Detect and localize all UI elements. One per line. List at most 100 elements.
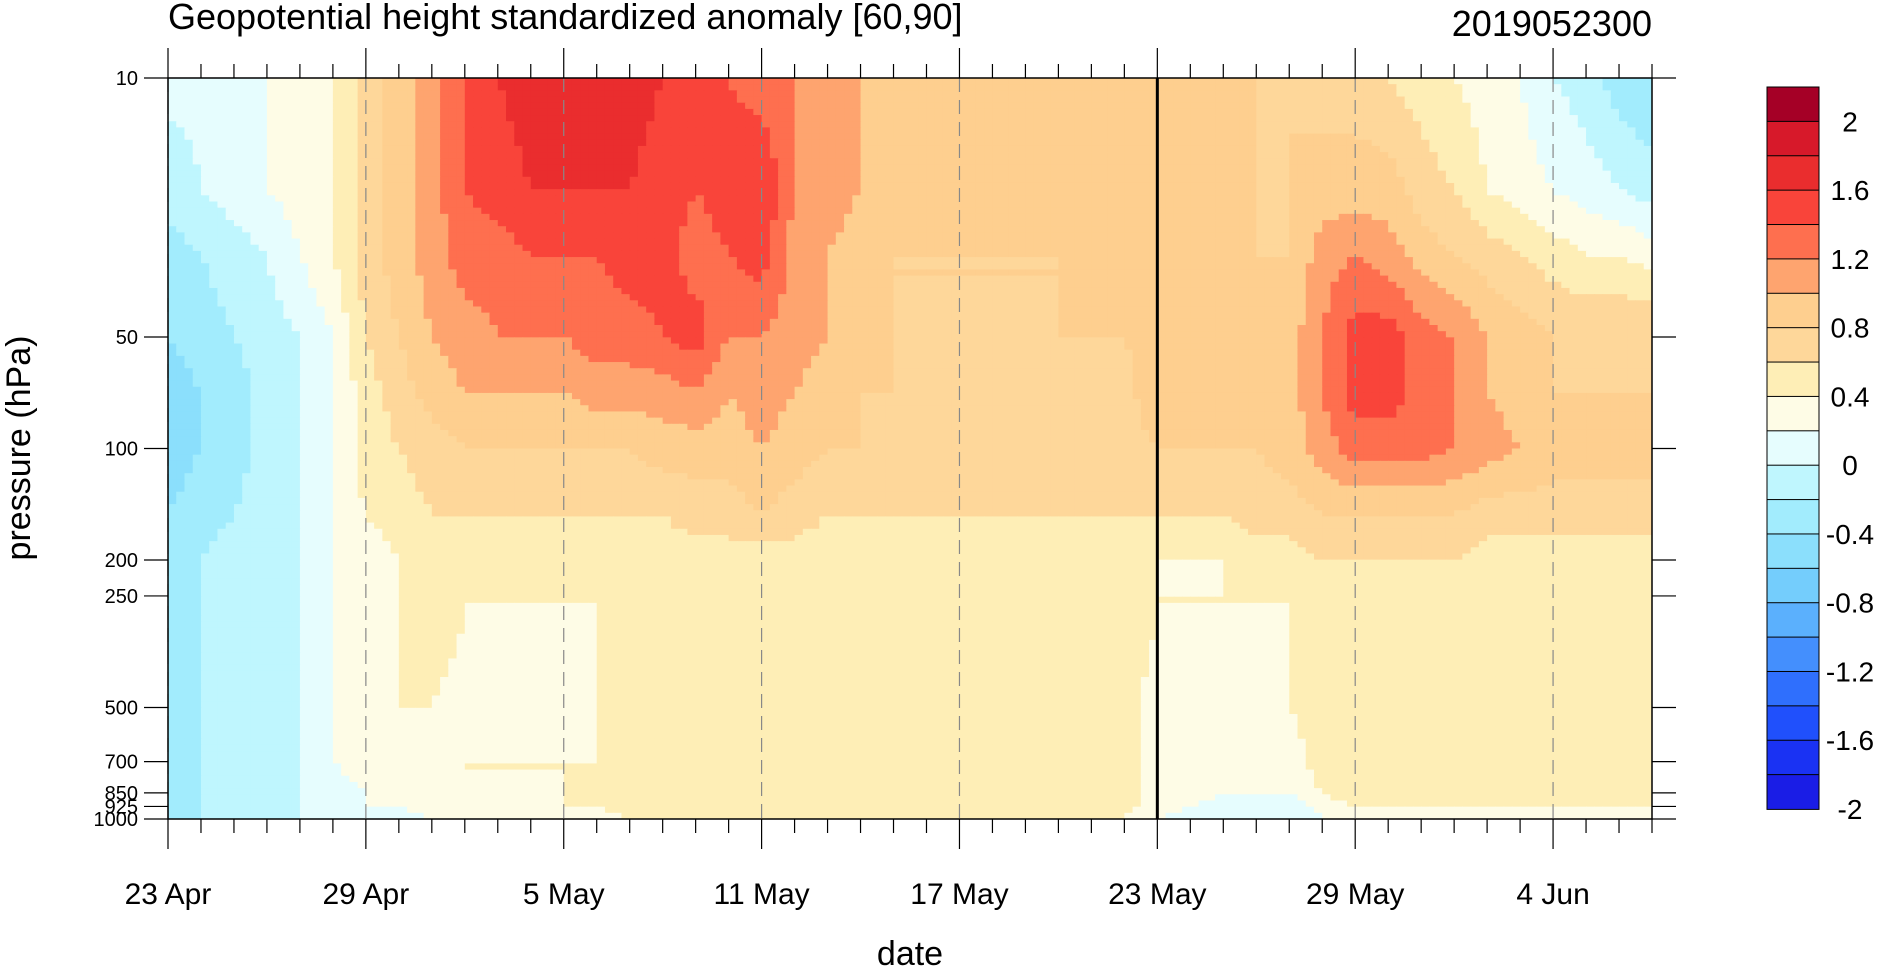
contour-cell bbox=[901, 90, 911, 98]
contour-cell bbox=[860, 121, 870, 128]
contour-cell bbox=[604, 213, 614, 221]
contour-cell bbox=[786, 78, 796, 85]
contour-cell bbox=[200, 207, 210, 215]
contour-cell bbox=[258, 170, 268, 178]
contour-cell bbox=[497, 90, 507, 98]
contour-cell bbox=[926, 207, 936, 215]
contour-cell bbox=[1017, 96, 1027, 104]
contour-cell bbox=[621, 90, 631, 98]
contour-cell bbox=[728, 226, 738, 233]
contour-cell bbox=[588, 145, 598, 153]
contour-cell bbox=[497, 189, 507, 196]
contour-cell bbox=[1330, 108, 1340, 116]
contour-cell bbox=[250, 238, 260, 246]
contour-cell bbox=[580, 207, 590, 215]
contour-cell bbox=[1553, 232, 1562, 240]
contour-cell bbox=[1305, 201, 1315, 209]
contour-cell bbox=[1577, 133, 1587, 141]
contour-cell bbox=[431, 207, 441, 215]
contour-cell bbox=[1206, 213, 1216, 221]
contour-cell bbox=[1017, 115, 1027, 122]
contour-cell bbox=[802, 158, 812, 166]
contour-cell bbox=[596, 145, 606, 153]
contour-cell bbox=[1528, 152, 1538, 159]
contour-cell bbox=[1058, 176, 1068, 184]
contour-cell bbox=[679, 170, 688, 178]
contour-cell bbox=[1058, 201, 1068, 209]
contour-cell bbox=[341, 158, 350, 166]
contour-cell bbox=[1462, 182, 1472, 190]
contour-cell bbox=[1305, 238, 1315, 246]
contour-cell bbox=[736, 127, 746, 135]
contour-cell bbox=[1124, 158, 1134, 166]
contour-cell bbox=[753, 164, 763, 172]
contour-cell bbox=[1215, 127, 1224, 135]
contour-cell bbox=[1363, 220, 1373, 227]
contour-cell bbox=[415, 213, 425, 221]
contour-cell bbox=[308, 139, 317, 147]
contour-cell bbox=[1058, 170, 1068, 178]
contour-cell bbox=[473, 213, 482, 221]
contour-cell bbox=[827, 238, 837, 246]
contour-cell bbox=[489, 176, 499, 184]
contour-cell bbox=[168, 121, 177, 128]
contour-cell bbox=[1033, 182, 1043, 190]
contour-cell bbox=[555, 220, 565, 227]
contour-cell bbox=[1470, 226, 1480, 233]
contour-cell bbox=[1157, 170, 1167, 178]
contour-cell bbox=[1454, 145, 1463, 153]
contour-cell bbox=[860, 108, 870, 116]
contour-cell bbox=[1305, 145, 1315, 153]
contour-cell bbox=[1544, 139, 1554, 147]
contour-cell bbox=[1132, 238, 1142, 246]
contour-cell bbox=[1289, 133, 1299, 141]
contour-cell bbox=[761, 115, 771, 122]
contour-cell bbox=[1322, 115, 1332, 122]
contour-cell bbox=[291, 238, 301, 246]
contour-cell bbox=[745, 232, 754, 240]
contour-cell bbox=[1157, 213, 1167, 221]
contour-cell bbox=[1313, 90, 1323, 98]
contour-cell bbox=[1322, 220, 1332, 227]
contour-cell bbox=[811, 90, 820, 98]
contour-cell bbox=[184, 220, 194, 227]
contour-cell bbox=[1231, 226, 1241, 233]
contour-cell bbox=[1132, 102, 1142, 110]
contour-cell bbox=[712, 238, 721, 246]
contour-cell bbox=[646, 158, 656, 166]
contour-cell bbox=[365, 121, 375, 128]
contour-cell bbox=[571, 226, 581, 233]
contour-cell bbox=[1289, 207, 1299, 215]
contour-cell bbox=[992, 182, 1002, 190]
contour-cell bbox=[802, 96, 812, 104]
contour-cell bbox=[374, 226, 383, 233]
contour-cell bbox=[984, 152, 994, 159]
contour-cell bbox=[588, 102, 598, 110]
contour-cell bbox=[1454, 220, 1463, 227]
contour-cell bbox=[1099, 164, 1109, 172]
contour-cell bbox=[844, 232, 853, 240]
contour-cell bbox=[728, 182, 738, 190]
contour-cell bbox=[860, 220, 870, 227]
contour-cell bbox=[1586, 195, 1595, 203]
contour-cell bbox=[604, 133, 614, 141]
contour-cell bbox=[1050, 176, 1059, 184]
contour-cell bbox=[332, 232, 342, 240]
contour-cell bbox=[1553, 96, 1562, 104]
contour-cell bbox=[769, 96, 779, 104]
contour-cell bbox=[1388, 213, 1398, 221]
contour-cell bbox=[250, 213, 260, 221]
contour-cell bbox=[1000, 238, 1010, 246]
contour-cell bbox=[1264, 226, 1274, 233]
contour-cell bbox=[382, 189, 392, 196]
contour-cell bbox=[588, 176, 598, 184]
contour-cell bbox=[1536, 176, 1546, 184]
contour-cell bbox=[390, 176, 400, 184]
contour-cell bbox=[1577, 152, 1587, 159]
contour-cell bbox=[1520, 84, 1529, 91]
contour-cell bbox=[341, 139, 350, 147]
contour-cell bbox=[506, 207, 515, 215]
contour-cell bbox=[1322, 145, 1332, 153]
contour-cell bbox=[794, 121, 804, 128]
contour-cell bbox=[506, 182, 515, 190]
